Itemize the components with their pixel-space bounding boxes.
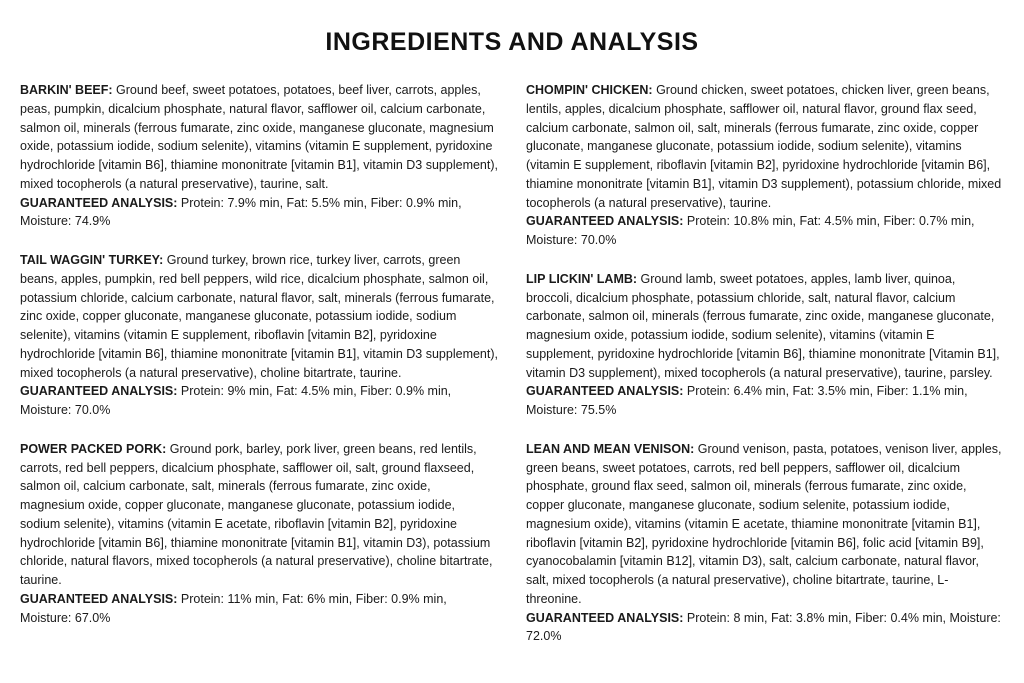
product-block: LIP LICKIN' LAMB: Ground lamb, sweet pot… (526, 270, 1004, 420)
product-name: POWER PACKED PORK: (20, 442, 170, 456)
product-ingredients: Ground pork, barley, pork liver, green b… (20, 442, 492, 587)
ga-label: GUARANTEED ANALYSIS: (20, 196, 181, 210)
ga-label: GUARANTEED ANALYSIS: (526, 214, 687, 228)
ga-label: GUARANTEED ANALYSIS: (20, 592, 181, 606)
page-title: INGREDIENTS AND ANALYSIS (20, 28, 1004, 57)
ga-label: GUARANTEED ANALYSIS: (20, 384, 181, 398)
product-ingredients: Ground turkey, brown rice, turkey liver,… (20, 253, 498, 380)
product-block: BARKIN' BEEF: Ground beef, sweet potatoe… (20, 81, 498, 231)
product-block: CHOMPIN' CHICKEN: Ground chicken, sweet … (526, 81, 1004, 250)
product-ingredients: Ground lamb, sweet potatoes, apples, lam… (526, 272, 1000, 380)
product-name: LEAN AND MEAN VENISON: (526, 442, 698, 456)
product-block: POWER PACKED PORK: Ground pork, barley, … (20, 440, 498, 628)
product-block: TAIL WAGGIN' TURKEY: Ground turkey, brow… (20, 251, 498, 420)
product-name: CHOMPIN' CHICKEN: (526, 83, 656, 97)
left-column: BARKIN' BEEF: Ground beef, sweet potatoe… (20, 81, 498, 646)
ga-label: GUARANTEED ANALYSIS: (526, 611, 687, 625)
product-ingredients: Ground beef, sweet potatoes, potatoes, b… (20, 83, 498, 191)
right-column: CHOMPIN' CHICKEN: Ground chicken, sweet … (526, 81, 1004, 646)
product-ingredients: Ground venison, pasta, potatoes, venison… (526, 442, 1001, 606)
product-name: LIP LICKIN' LAMB: (526, 272, 641, 286)
product-name: TAIL WAGGIN' TURKEY: (20, 253, 167, 267)
columns-wrap: BARKIN' BEEF: Ground beef, sweet potatoe… (20, 81, 1004, 646)
product-name: BARKIN' BEEF: (20, 83, 116, 97)
product-ingredients: Ground chicken, sweet potatoes, chicken … (526, 83, 1001, 210)
product-block: LEAN AND MEAN VENISON: Ground venison, p… (526, 440, 1004, 646)
ga-label: GUARANTEED ANALYSIS: (526, 384, 687, 398)
